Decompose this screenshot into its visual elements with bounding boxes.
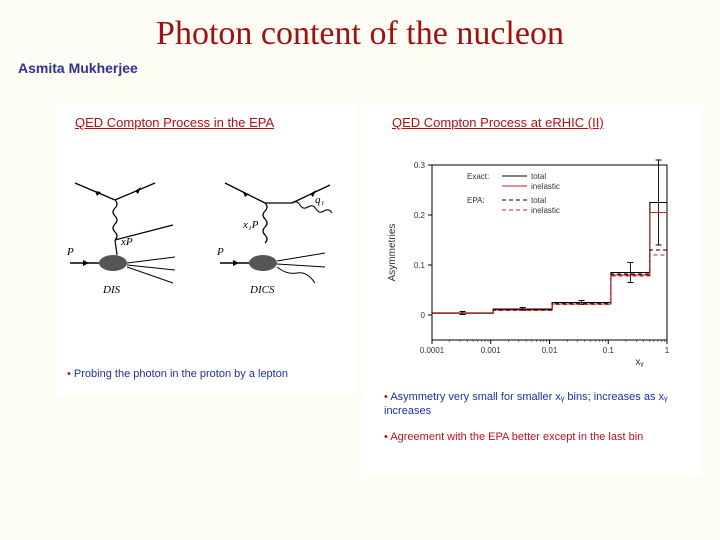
dics-q1-label: q₁: [315, 194, 325, 206]
svg-text:0.01: 0.01: [542, 346, 558, 355]
svg-text:0.0001: 0.0001: [420, 346, 445, 355]
right-caption-1: Asymmetry very small for smaller xᵧ bins…: [384, 390, 687, 419]
author-name: Asmita Mukherjee: [18, 60, 138, 76]
left-caption: Probing the photon in the proton by a le…: [67, 368, 288, 380]
svg-text:0.1: 0.1: [414, 261, 426, 270]
svg-text:1: 1: [665, 346, 670, 355]
right-caption-2: Agreement with the EPA better except in …: [384, 430, 687, 444]
left-header: QED Compton Process in the EPA: [75, 115, 274, 130]
page-title: Photon content of the nucleon: [0, 15, 720, 53]
svg-text:0: 0: [421, 311, 426, 320]
dics-x1P-label: x₁P: [242, 219, 259, 231]
right-header: QED Compton Process at eRHIC (II): [392, 115, 604, 130]
svg-text:0.3: 0.3: [414, 161, 426, 170]
dics-diagram: q₁ x₁P P DICS: [216, 183, 332, 296]
dis-diagram: P xP DIS: [66, 183, 175, 296]
svg-text:0.1: 0.1: [603, 346, 615, 355]
left-panel: QED Compton Process in the EPA P xP: [55, 105, 355, 395]
asymmetry-chart: 0 0.1 0.2 0.3 0.0001 0.001 0.01 0.1 1 Asymmetries…: [377, 150, 687, 375]
svg-text:EPA:: EPA:: [467, 196, 485, 205]
svg-text:0.2: 0.2: [414, 211, 426, 220]
dis-P-label: P: [66, 246, 74, 258]
dics-label: DICS: [249, 284, 275, 296]
svg-text:inelastic: inelastic: [531, 206, 560, 215]
svg-text:total: total: [531, 196, 546, 205]
dis-label: DIS: [102, 284, 121, 296]
svg-text:xᵧ: xᵧ: [635, 357, 644, 368]
svg-text:inelastic: inelastic: [531, 182, 560, 191]
svg-text:0.001: 0.001: [481, 346, 502, 355]
dics-P-label: P: [216, 246, 224, 258]
svg-text:Asymmetries: Asymmetries: [387, 224, 398, 282]
svg-text:Exact:: Exact:: [467, 172, 489, 181]
svg-text:total: total: [531, 172, 546, 181]
right-panel: QED Compton Process at eRHIC (II) 0 0.1 0.…: [362, 105, 702, 475]
feynman-diagrams: P xP DIS q₁ x₁P: [55, 175, 355, 345]
